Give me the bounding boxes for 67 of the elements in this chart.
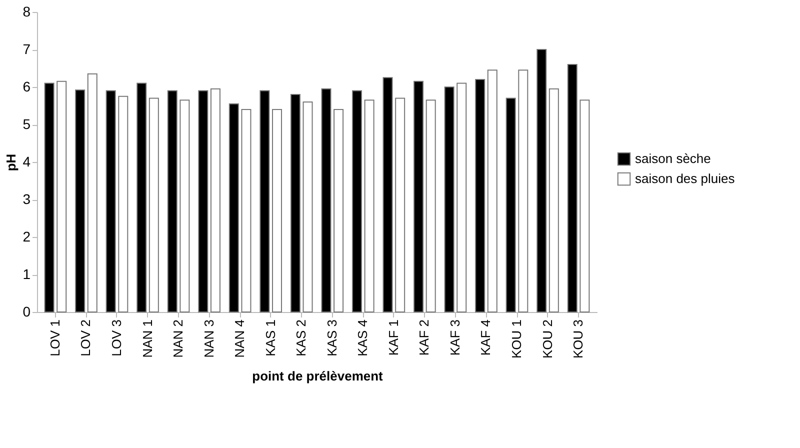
- bar: [580, 100, 590, 312]
- bar: [475, 79, 486, 312]
- bar: [456, 82, 467, 312]
- bar: [260, 90, 270, 312]
- bar: [518, 70, 528, 312]
- bar: [290, 94, 300, 312]
- bar: [167, 90, 178, 312]
- bar: [228, 103, 239, 312]
- bar: [87, 73, 98, 312]
- x-tick-label: LOV 3: [109, 320, 124, 356]
- y-axis-title: pH: [4, 154, 19, 172]
- bar: [210, 88, 220, 312]
- bar: [487, 70, 498, 312]
- bar: [302, 102, 313, 312]
- bar: [395, 98, 406, 312]
- x-axis-title: point de prélèvement: [252, 368, 384, 384]
- bar: [272, 109, 282, 312]
- y-tick-label: 2: [22, 228, 31, 244]
- x-tick-label: KAS 3: [324, 320, 340, 356]
- x-tick-label: KAF 3: [447, 320, 462, 356]
- y-tick-label: 5: [22, 116, 31, 132]
- bar: [444, 86, 454, 312]
- x-tick-label: KAF 1: [386, 320, 401, 356]
- bar: [352, 90, 362, 312]
- x-tick-label: NAN 2: [170, 320, 186, 358]
- y-tick-label: 6: [22, 78, 31, 94]
- y-tick-label: 0: [22, 304, 31, 320]
- bar: [321, 88, 332, 312]
- y-tick-label: 4: [22, 154, 31, 170]
- bar: [382, 77, 393, 312]
- x-tick-label: KAF 2: [416, 320, 432, 356]
- bar: [414, 80, 424, 312]
- bar: [506, 98, 516, 312]
- bar: [334, 109, 344, 312]
- bar: [56, 80, 67, 312]
- x-tick-label: LOV 2: [78, 320, 94, 356]
- legend-label: saison des pluies: [635, 171, 736, 186]
- bar: [426, 100, 436, 312]
- bar: [136, 82, 147, 312]
- bar: [241, 109, 252, 312]
- x-tick-label: NAN 1: [140, 320, 155, 358]
- legend-label: saison sèche: [635, 151, 711, 166]
- x-tick-label: KAS 4: [355, 320, 370, 356]
- x-tick-label: NAN 4: [232, 320, 248, 358]
- bar: [75, 90, 86, 312]
- x-tick-label: KAS 1: [262, 320, 278, 356]
- bar: [106, 90, 116, 312]
- x-tick-label: KOU 1: [509, 320, 524, 359]
- bar: [198, 90, 208, 312]
- bar: [364, 100, 374, 312]
- bar: [118, 96, 128, 312]
- bar: [548, 88, 559, 312]
- x-tick-label: NAN 3: [201, 320, 216, 358]
- bar: [536, 49, 547, 312]
- bar: [44, 82, 54, 312]
- y-tick-label: 1: [22, 266, 31, 282]
- y-tick-label: 8: [22, 4, 31, 20]
- x-tick-label: KOU 2: [540, 320, 555, 359]
- x-tick-label: LOV 1: [47, 320, 62, 356]
- y-tick-label: 7: [22, 41, 31, 57]
- x-tick-label: KAS 2: [294, 320, 309, 356]
- x-tick-label: KAF 4: [478, 320, 494, 356]
- x-tick-label: KOU 3: [570, 320, 586, 359]
- bar: [567, 64, 578, 312]
- bar: [180, 100, 190, 312]
- y-tick-label: 3: [22, 191, 31, 207]
- bar: [148, 98, 159, 312]
